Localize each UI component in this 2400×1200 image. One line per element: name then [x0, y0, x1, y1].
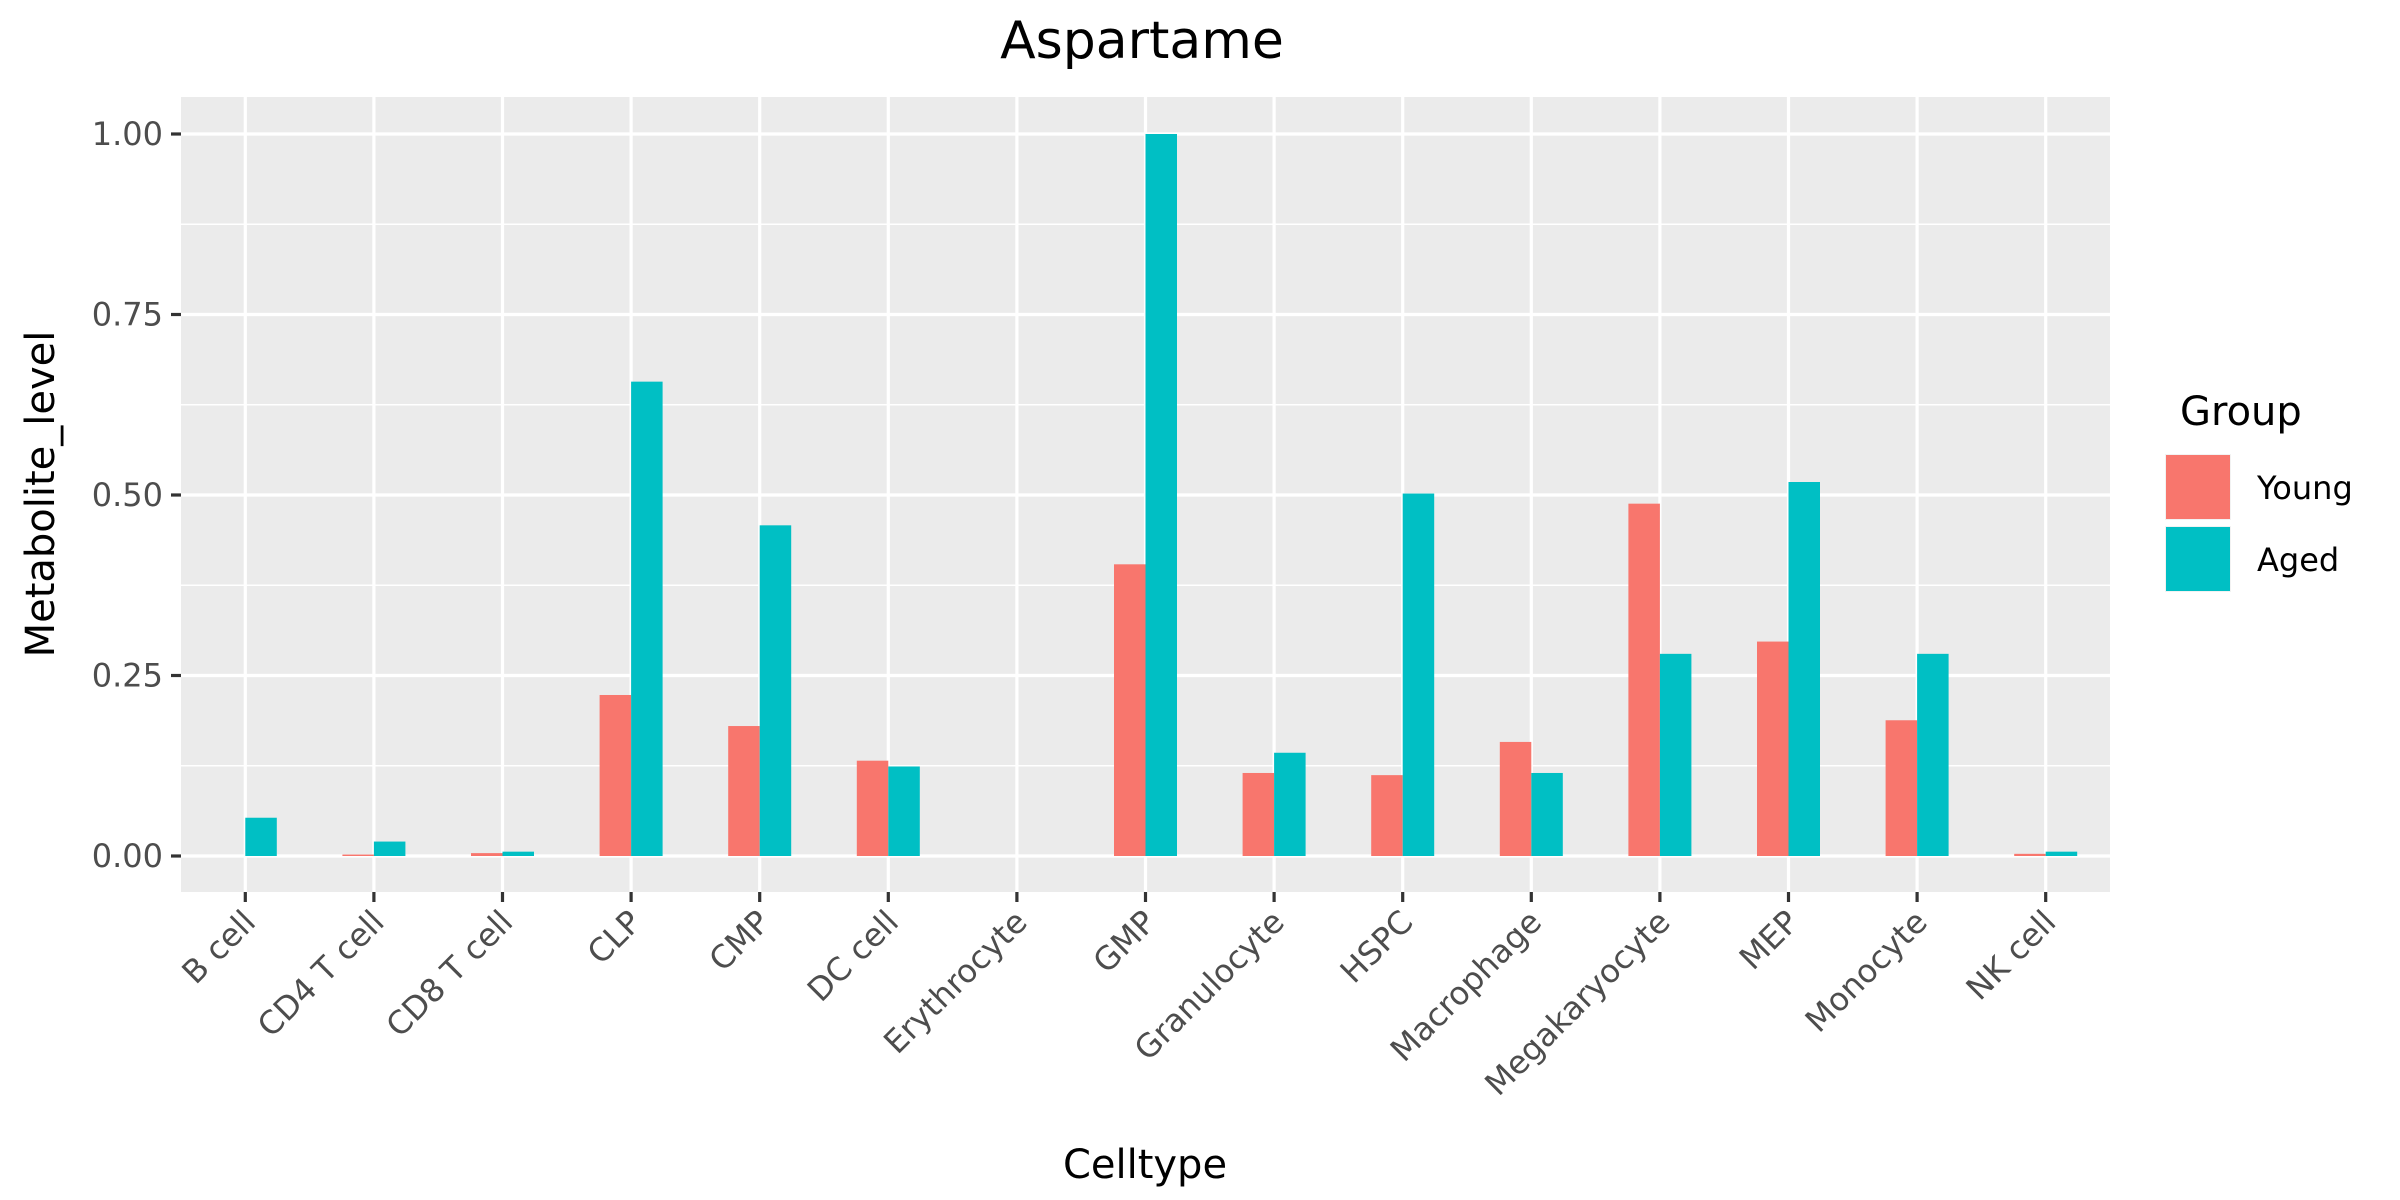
legend-label-young: Young	[2256, 469, 2353, 507]
bars	[245, 134, 2078, 856]
bar-aged-dc-cell	[888, 766, 920, 856]
bar-young-mep	[1757, 641, 1789, 856]
x-tick-label: CLP	[580, 903, 649, 972]
bar-young-nk-cell	[2014, 853, 2046, 856]
x-tick-label: CD8 T cell	[379, 903, 521, 1045]
bar-young-cd4-t-cell	[342, 854, 374, 856]
bar-young-cd8-t-cell	[471, 853, 503, 856]
bar-aged-mep	[1788, 482, 1820, 856]
bar-aged-gmp	[1145, 134, 1177, 856]
bar-young-hspc	[1371, 775, 1403, 856]
bar-aged-cmp	[759, 525, 792, 856]
bar-aged-clp	[631, 381, 663, 856]
bar-young-cmp	[728, 726, 760, 856]
x-tick-label: HSPC	[1333, 903, 1421, 991]
x-tick-label: CD4 T cell	[250, 903, 392, 1045]
bar-young-gmp	[1114, 564, 1146, 856]
x-tick-label: DC cell	[800, 903, 906, 1009]
bar-aged-cd8-t-cell	[502, 851, 534, 856]
bar-aged-macrophage	[1531, 772, 1563, 856]
legend: Group Young Aged	[2165, 389, 2353, 592]
bar-young-granulocyte	[1242, 772, 1275, 856]
plot-panel	[181, 97, 2110, 892]
y-tick-label: 0.00	[92, 837, 163, 875]
x-tick-label: Monocyte	[1798, 903, 1935, 1040]
y-tick-label: 1.00	[92, 115, 163, 153]
x-tick-label: MEP	[1732, 903, 1806, 977]
bar-young-megakaryocyte	[1628, 503, 1660, 856]
legend-key-young	[2166, 455, 2230, 519]
x-tick-label: CMP	[702, 903, 778, 979]
y-tick-label: 0.25	[92, 657, 163, 695]
bar-aged-megakaryocyte	[1659, 653, 1692, 856]
bar-aged-cd4-t-cell	[373, 841, 406, 856]
bar-young-clp	[599, 694, 632, 856]
bar-aged-monocyte	[1917, 653, 1949, 856]
y-tick-label: 0.50	[92, 476, 163, 514]
chart-title: Aspartame	[1000, 11, 1284, 71]
bar-young-dc-cell	[856, 760, 889, 856]
bar-young-monocyte	[1885, 720, 1918, 856]
bar-aged-nk-cell	[2045, 851, 2078, 856]
x-tick-label: B cell	[174, 903, 263, 992]
x-tick-label: NK cell	[1959, 903, 2064, 1008]
legend-key-aged	[2166, 527, 2230, 591]
bar-aged-hspc	[1402, 493, 1435, 856]
legend-label-aged: Aged	[2257, 541, 2339, 579]
bar-aged-b-cell	[245, 817, 277, 856]
y-axis-title: Metabolite_level	[18, 331, 64, 658]
legend-title: Group	[2180, 389, 2302, 435]
x-tick-label: GMP	[1086, 903, 1164, 981]
legend-items: Young Aged	[2165, 454, 2353, 592]
y-axis: 0.00 0.25 0.50 0.75 1.00	[92, 115, 181, 875]
x-axis-title: Celltype	[1063, 1142, 1227, 1188]
y-tick-label: 0.75	[92, 296, 163, 334]
bar-aged-granulocyte	[1274, 752, 1306, 856]
bar-young-macrophage	[1499, 741, 1532, 856]
